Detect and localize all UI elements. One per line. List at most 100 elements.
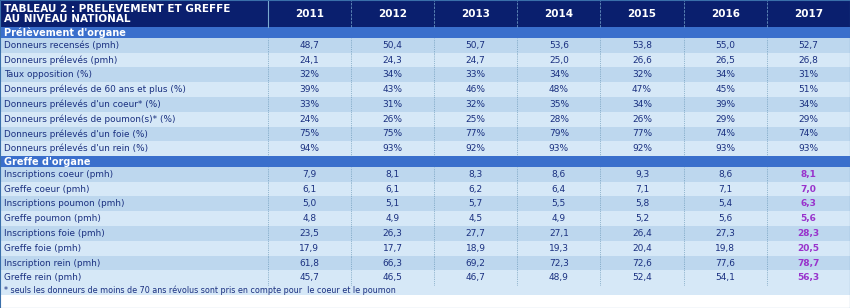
- Text: 6,1: 6,1: [303, 184, 316, 194]
- Text: 6,2: 6,2: [468, 184, 483, 194]
- Text: 24%: 24%: [299, 115, 320, 124]
- Text: 5,6: 5,6: [718, 214, 733, 223]
- Text: 75%: 75%: [299, 129, 320, 139]
- Text: 2015: 2015: [627, 9, 656, 18]
- Text: 93%: 93%: [715, 144, 735, 153]
- Text: 2017: 2017: [794, 9, 823, 18]
- Text: 53,6: 53,6: [549, 41, 569, 50]
- Bar: [0, 53, 850, 67]
- Text: 29%: 29%: [715, 115, 735, 124]
- Text: 48,7: 48,7: [299, 41, 320, 50]
- Bar: [0, 67, 850, 82]
- Text: 6,3: 6,3: [801, 199, 816, 209]
- Text: 45,7: 45,7: [299, 273, 320, 282]
- Text: 5,8: 5,8: [635, 199, 649, 209]
- Bar: [0, 256, 850, 270]
- Text: 7,0: 7,0: [801, 184, 816, 194]
- Text: 72,3: 72,3: [549, 258, 569, 268]
- Text: 56,3: 56,3: [797, 273, 819, 282]
- Text: 46,7: 46,7: [466, 273, 485, 282]
- Text: 25%: 25%: [466, 115, 485, 124]
- Bar: [0, 156, 850, 167]
- Text: 77%: 77%: [466, 129, 485, 139]
- Text: 33%: 33%: [299, 100, 320, 109]
- Text: 50,7: 50,7: [466, 41, 485, 50]
- Text: 34%: 34%: [382, 70, 403, 79]
- Text: 93%: 93%: [549, 144, 569, 153]
- Bar: [0, 127, 850, 141]
- Text: Inscriptions poumon (pmh): Inscriptions poumon (pmh): [4, 199, 125, 209]
- Bar: [0, 285, 850, 295]
- Text: 55,0: 55,0: [715, 41, 735, 50]
- Bar: [0, 226, 850, 241]
- Text: 52,7: 52,7: [798, 41, 819, 50]
- Text: 4,5: 4,5: [468, 214, 483, 223]
- Text: 27,3: 27,3: [716, 229, 735, 238]
- Text: Greffe coeur (pmh): Greffe coeur (pmh): [4, 184, 90, 194]
- Text: 8,6: 8,6: [552, 170, 566, 179]
- Text: 2012: 2012: [378, 9, 407, 18]
- Text: Donneurs prélevés (pmh): Donneurs prélevés (pmh): [4, 55, 117, 65]
- Text: Inscription rein (pmh): Inscription rein (pmh): [4, 258, 100, 268]
- Text: 78,7: 78,7: [797, 258, 819, 268]
- Text: 25,0: 25,0: [549, 55, 569, 64]
- Text: 26,8: 26,8: [798, 55, 819, 64]
- Text: AU NIVEAU NATIONAL: AU NIVEAU NATIONAL: [4, 14, 131, 25]
- Text: 53,8: 53,8: [632, 41, 652, 50]
- Text: 26,5: 26,5: [716, 55, 735, 64]
- Text: 46,5: 46,5: [382, 273, 402, 282]
- Text: * seuls les donneurs de moins de 70 ans révolus sont pris en compte pour  le coe: * seuls les donneurs de moins de 70 ans …: [4, 286, 396, 295]
- Text: 35%: 35%: [549, 100, 569, 109]
- Bar: [0, 270, 850, 285]
- Text: 19,3: 19,3: [549, 244, 569, 253]
- Text: 50,4: 50,4: [382, 41, 402, 50]
- Text: 43%: 43%: [382, 85, 403, 94]
- Text: 79%: 79%: [549, 129, 569, 139]
- Text: Greffe foie (pmh): Greffe foie (pmh): [4, 244, 82, 253]
- Text: 5,0: 5,0: [303, 199, 316, 209]
- Text: 75%: 75%: [382, 129, 403, 139]
- Bar: [0, 197, 850, 211]
- Bar: [0, 211, 850, 226]
- Text: 18,9: 18,9: [466, 244, 485, 253]
- Text: 74%: 74%: [798, 129, 819, 139]
- Text: 69,2: 69,2: [466, 258, 485, 268]
- Text: 32%: 32%: [632, 70, 652, 79]
- Bar: [0, 182, 850, 197]
- Text: 17,9: 17,9: [299, 244, 320, 253]
- Text: 4,9: 4,9: [385, 214, 400, 223]
- Text: 4,8: 4,8: [303, 214, 316, 223]
- Text: TABLEAU 2 : PRELEVEMENT ET GREFFE: TABLEAU 2 : PRELEVEMENT ET GREFFE: [4, 4, 230, 14]
- Text: 5,2: 5,2: [635, 214, 649, 223]
- Text: Prélèvement d'organe: Prélèvement d'organe: [4, 27, 126, 38]
- Text: 32%: 32%: [299, 70, 320, 79]
- Text: 26%: 26%: [382, 115, 403, 124]
- Text: 2016: 2016: [711, 9, 740, 18]
- Text: 47%: 47%: [632, 85, 652, 94]
- Text: 24,7: 24,7: [466, 55, 485, 64]
- Text: 39%: 39%: [299, 85, 320, 94]
- Text: 28,3: 28,3: [797, 229, 819, 238]
- Text: 5,1: 5,1: [385, 199, 400, 209]
- Bar: [0, 97, 850, 112]
- Text: 6,1: 6,1: [385, 184, 400, 194]
- Bar: [0, 38, 850, 53]
- Text: 77,6: 77,6: [715, 258, 735, 268]
- Text: 17,7: 17,7: [382, 244, 403, 253]
- Text: 8,1: 8,1: [385, 170, 400, 179]
- Text: Inscriptions foie (pmh): Inscriptions foie (pmh): [4, 229, 105, 238]
- Text: 26,3: 26,3: [382, 229, 402, 238]
- Text: 93%: 93%: [382, 144, 403, 153]
- Text: 46%: 46%: [466, 85, 485, 94]
- Text: Donneurs prélevés d'un rein (%): Donneurs prélevés d'un rein (%): [4, 144, 149, 153]
- Text: 28%: 28%: [549, 115, 569, 124]
- Text: Inscriptions coeur (pmh): Inscriptions coeur (pmh): [4, 170, 113, 179]
- Text: 77%: 77%: [632, 129, 652, 139]
- Text: 33%: 33%: [466, 70, 485, 79]
- Text: Donneurs prélevés de poumon(s)* (%): Donneurs prélevés de poumon(s)* (%): [4, 114, 176, 124]
- Text: 24,3: 24,3: [382, 55, 402, 64]
- Text: 74%: 74%: [715, 129, 735, 139]
- Text: 94%: 94%: [299, 144, 320, 153]
- Text: Greffe rein (pmh): Greffe rein (pmh): [4, 273, 82, 282]
- Text: 26,6: 26,6: [632, 55, 652, 64]
